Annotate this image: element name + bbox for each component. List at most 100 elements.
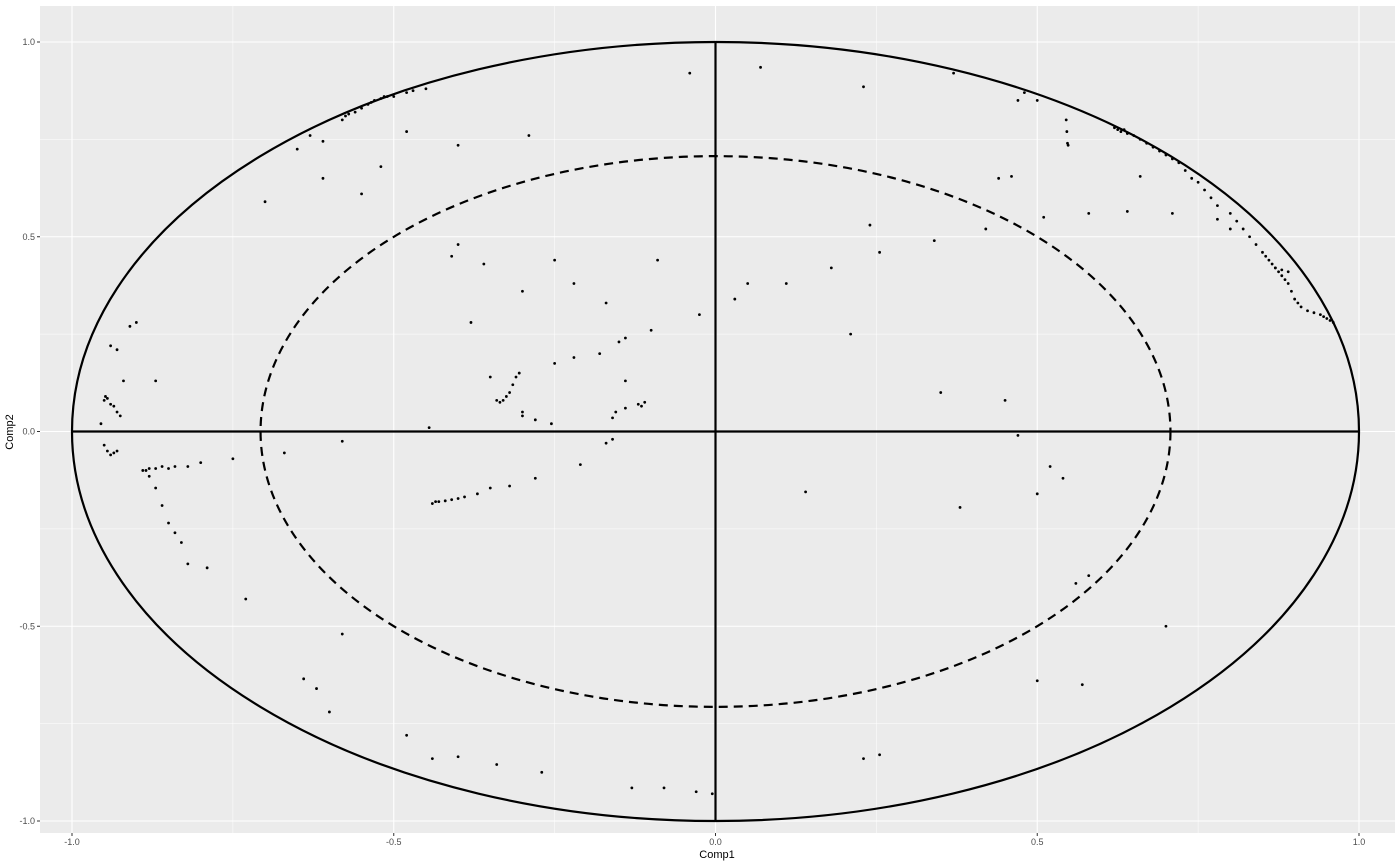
data-point bbox=[1286, 282, 1290, 285]
data-point bbox=[1270, 262, 1274, 266]
data-point bbox=[263, 200, 267, 204]
data-point bbox=[508, 484, 511, 488]
y-tick-label: 1.0 bbox=[22, 37, 35, 47]
data-point bbox=[1061, 476, 1065, 480]
data-point bbox=[344, 114, 347, 118]
data-point bbox=[321, 176, 325, 180]
data-point bbox=[1066, 143, 1070, 147]
data-point bbox=[1035, 679, 1039, 683]
data-point bbox=[1003, 398, 1007, 402]
data-point bbox=[533, 418, 537, 422]
data-point bbox=[1016, 433, 1020, 437]
data-point bbox=[1228, 227, 1232, 231]
data-point bbox=[295, 147, 299, 151]
data-point bbox=[878, 250, 881, 254]
data-point bbox=[1248, 235, 1252, 239]
data-point bbox=[167, 467, 170, 470]
data-point bbox=[347, 112, 351, 116]
data-point bbox=[115, 410, 119, 414]
data-point bbox=[1016, 99, 1020, 102]
data-point bbox=[511, 383, 515, 387]
data-point bbox=[154, 486, 158, 490]
data-point bbox=[553, 361, 557, 365]
data-point bbox=[353, 110, 357, 114]
data-point bbox=[360, 106, 363, 110]
data-point bbox=[508, 391, 511, 394]
data-point bbox=[104, 395, 107, 398]
data-point bbox=[476, 492, 479, 496]
data-point bbox=[630, 786, 634, 790]
data-point bbox=[328, 710, 331, 714]
data-point bbox=[656, 258, 659, 262]
data-point bbox=[1261, 250, 1264, 254]
data-point bbox=[1125, 132, 1129, 135]
data-point bbox=[1228, 211, 1232, 215]
data-point bbox=[614, 410, 618, 414]
data-point bbox=[1318, 313, 1322, 317]
data-point bbox=[282, 451, 286, 455]
data-point bbox=[1164, 153, 1168, 157]
data-point bbox=[434, 500, 437, 504]
data-point bbox=[186, 562, 190, 566]
data-point bbox=[624, 406, 627, 410]
data-point bbox=[469, 321, 473, 324]
data-point bbox=[392, 95, 396, 98]
data-point bbox=[1328, 319, 1332, 322]
plot-panel bbox=[40, 6, 1395, 833]
data-point bbox=[205, 566, 209, 570]
data-point bbox=[1277, 270, 1280, 274]
data-point bbox=[495, 398, 499, 402]
data-point bbox=[1299, 305, 1303, 309]
data-point bbox=[144, 469, 148, 472]
data-point bbox=[405, 91, 409, 95]
data-point bbox=[521, 289, 524, 293]
data-point bbox=[1035, 99, 1039, 102]
data-point bbox=[134, 321, 138, 324]
y-axis-ticks: -1.0 -0.5 0.0 0.5 1.0 bbox=[19, 37, 40, 826]
data-point bbox=[1087, 211, 1091, 215]
data-point bbox=[514, 375, 518, 379]
data-point bbox=[501, 398, 505, 402]
data-point bbox=[340, 439, 344, 443]
data-point bbox=[527, 134, 531, 137]
data-point bbox=[115, 449, 119, 453]
data-point bbox=[109, 344, 113, 348]
data-point bbox=[302, 677, 306, 681]
data-point bbox=[1203, 188, 1206, 192]
data-point bbox=[1241, 227, 1245, 231]
data-point bbox=[1235, 219, 1239, 223]
data-point bbox=[1010, 174, 1013, 178]
data-point bbox=[488, 375, 492, 379]
x-tick-label: 0.0 bbox=[709, 837, 722, 847]
data-point bbox=[231, 457, 235, 461]
x-axis-title: Comp1 bbox=[699, 849, 734, 861]
data-point bbox=[868, 223, 872, 227]
data-point bbox=[878, 753, 881, 757]
data-point bbox=[160, 465, 164, 468]
data-point bbox=[456, 143, 460, 147]
data-point bbox=[1190, 176, 1194, 180]
data-point bbox=[1138, 137, 1142, 141]
data-point bbox=[733, 297, 737, 301]
data-point bbox=[456, 497, 460, 500]
data-point bbox=[1177, 161, 1181, 165]
x-tick-label: 0.5 bbox=[1031, 837, 1044, 847]
data-point bbox=[1322, 315, 1326, 318]
data-point bbox=[598, 352, 602, 355]
data-point bbox=[1273, 266, 1277, 270]
data-point bbox=[862, 757, 865, 761]
x-tick-label: 1.0 bbox=[1353, 837, 1366, 847]
data-point bbox=[958, 506, 962, 509]
x-tick-label: -1.0 bbox=[64, 837, 80, 847]
data-point bbox=[572, 282, 576, 285]
data-point bbox=[315, 687, 318, 690]
data-point bbox=[369, 100, 373, 104]
y-tick-label: -1.0 bbox=[19, 816, 35, 826]
data-point bbox=[382, 95, 386, 98]
data-point bbox=[405, 130, 409, 133]
data-point bbox=[849, 332, 853, 336]
data-point bbox=[112, 451, 116, 455]
data-point bbox=[1035, 492, 1039, 496]
data-point bbox=[424, 87, 428, 91]
data-point bbox=[498, 400, 502, 404]
